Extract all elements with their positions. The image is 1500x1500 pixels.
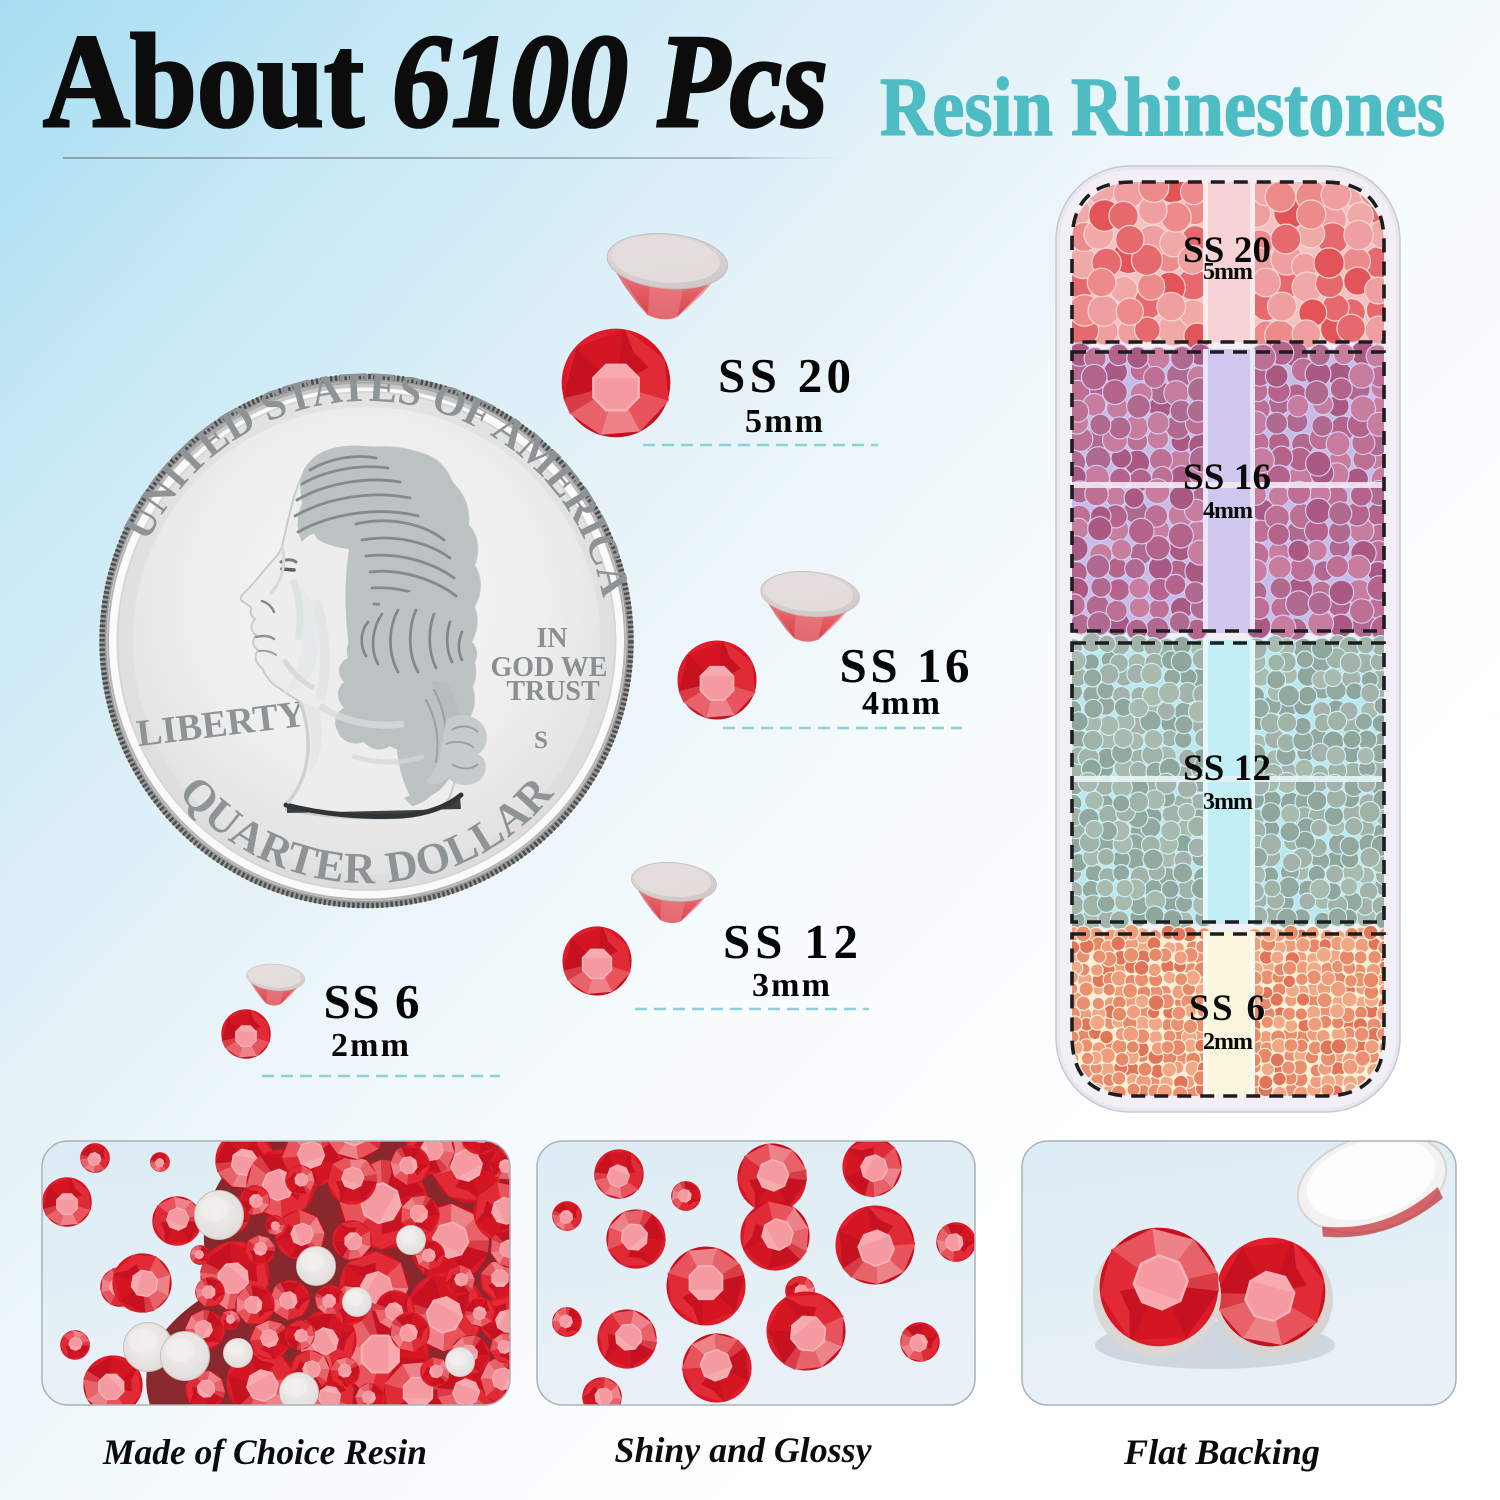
svg-text:SS 6: SS 6 <box>324 974 423 1029</box>
svg-text:Shiny and Glossy: Shiny and Glossy <box>615 1430 873 1470</box>
svg-text:IN: IN <box>536 623 567 654</box>
svg-text:Resin Rhinestones: Resin Rhinestones <box>880 61 1445 154</box>
svg-text:5mm: 5mm <box>745 403 823 440</box>
svg-text:5mm: 5mm <box>1203 259 1253 285</box>
svg-text:Made of Choice Resin: Made of Choice Resin <box>102 1432 427 1472</box>
svg-text:TRUST: TRUST <box>506 676 600 707</box>
svg-text:SS 12: SS 12 <box>1183 748 1273 789</box>
svg-text:SS 16: SS 16 <box>840 638 973 693</box>
svg-text:SS 20: SS 20 <box>1183 230 1273 271</box>
svg-text:About: About <box>43 7 364 155</box>
svg-text:SS 12: SS 12 <box>723 914 861 969</box>
svg-text:3mm: 3mm <box>752 967 830 1004</box>
svg-text:SS 16: SS 16 <box>1183 457 1273 498</box>
svg-text:SS 20: SS 20 <box>718 348 854 403</box>
svg-text:S: S <box>534 727 548 754</box>
svg-text:Flat Backing: Flat Backing <box>1123 1432 1320 1472</box>
svg-text:2mm: 2mm <box>331 1027 409 1064</box>
svg-text:3mm: 3mm <box>1203 789 1253 815</box>
svg-text:4mm: 4mm <box>1203 498 1253 524</box>
svg-text:SS 6: SS 6 <box>1189 988 1267 1029</box>
svg-text:6100 Pcs: 6100 Pcs <box>392 7 828 155</box>
svg-text:2mm: 2mm <box>1203 1029 1253 1055</box>
svg-text:GOD WE: GOD WE <box>491 652 608 683</box>
svg-text:4mm: 4mm <box>862 685 940 722</box>
